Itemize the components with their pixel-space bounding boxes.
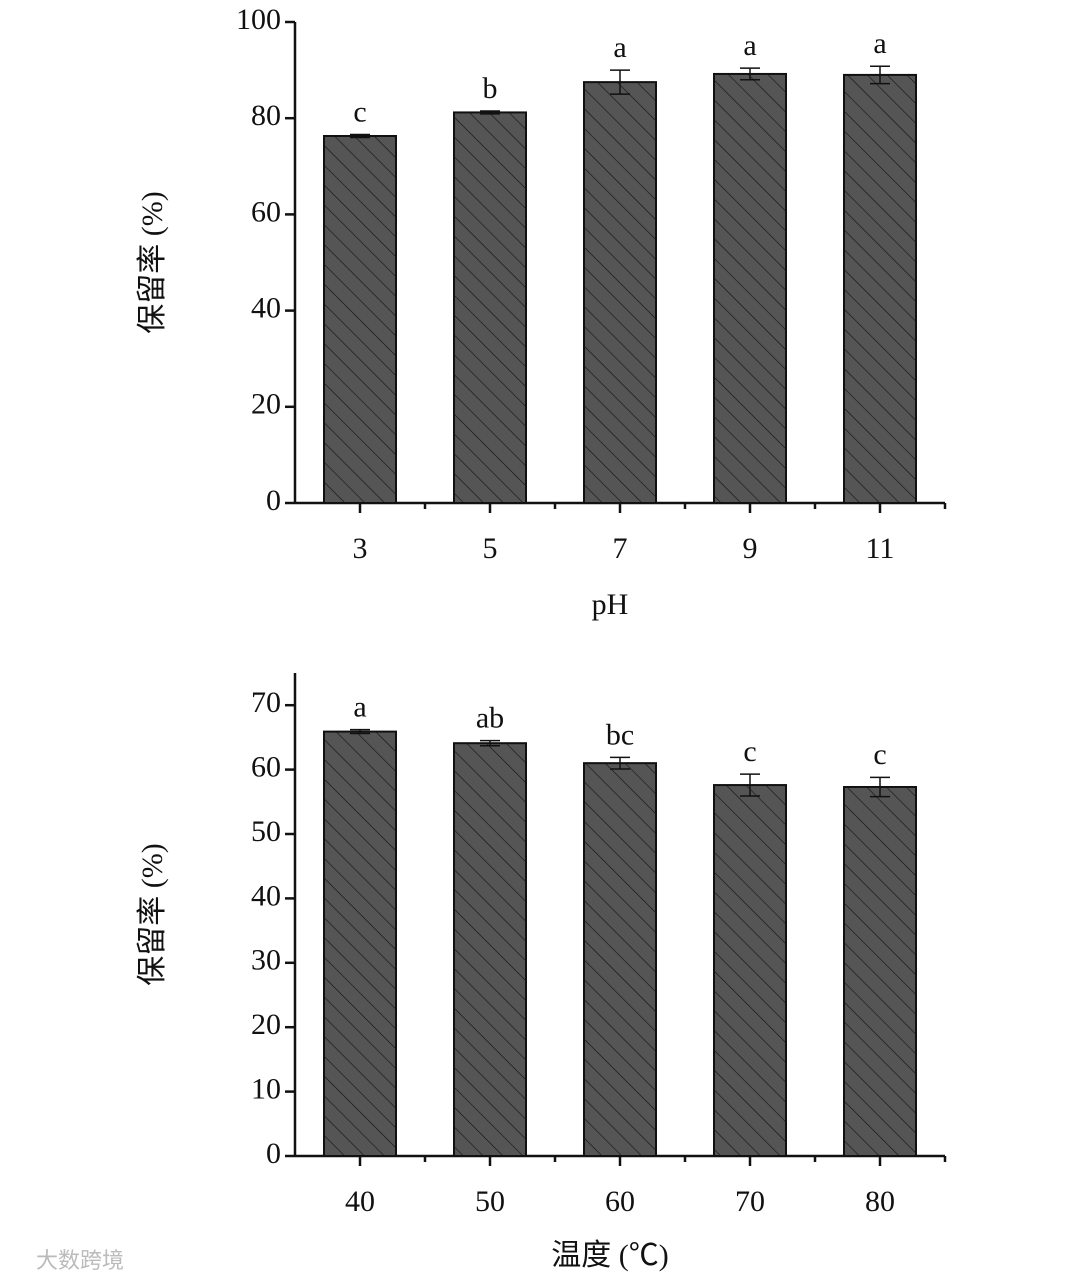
y-tick-label: 0 bbox=[266, 1137, 281, 1170]
bar-hatch bbox=[583, 81, 657, 504]
data-label: a bbox=[873, 27, 886, 60]
data-label: bc bbox=[606, 718, 634, 751]
y-tick-label: 100 bbox=[236, 3, 281, 36]
x-tick-label: 11 bbox=[866, 532, 895, 565]
bar-hatch bbox=[713, 784, 787, 1158]
data-label: a bbox=[353, 691, 366, 724]
bar-hatch bbox=[323, 134, 397, 504]
bar-hatch bbox=[323, 730, 397, 1157]
y-tick-label: 50 bbox=[251, 815, 281, 848]
x-tick-label: 3 bbox=[353, 532, 368, 565]
y-tick-label: 10 bbox=[251, 1072, 281, 1105]
y-tick-label: 80 bbox=[251, 99, 281, 132]
x-tick-label: 60 bbox=[605, 1185, 635, 1218]
x-tick-label: 5 bbox=[483, 532, 498, 565]
x-axis-label: 温度 (℃) bbox=[551, 1239, 668, 1272]
data-label: b bbox=[483, 72, 498, 105]
y-tick-label: 40 bbox=[251, 879, 281, 912]
bar-hatch bbox=[453, 111, 527, 504]
data-label: ab bbox=[476, 702, 504, 735]
y-tick-label: 0 bbox=[266, 484, 281, 517]
bar-hatch bbox=[843, 73, 917, 504]
data-label: a bbox=[743, 29, 756, 62]
y-tick-label: 20 bbox=[251, 388, 281, 421]
data-label: c bbox=[743, 735, 756, 768]
watermark: 大数跨境 bbox=[36, 1249, 124, 1274]
x-tick-label: 40 bbox=[345, 1185, 375, 1218]
bar-hatch bbox=[453, 742, 527, 1157]
data-label: c bbox=[873, 738, 886, 771]
bar-hatch bbox=[583, 762, 657, 1157]
bar-hatch bbox=[713, 72, 787, 504]
x-axis-label: pH bbox=[592, 588, 629, 621]
y-axis-label: 保留率 (%) bbox=[136, 191, 169, 333]
y-tick-label: 30 bbox=[251, 944, 281, 977]
x-tick-label: 80 bbox=[865, 1185, 895, 1218]
data-label: a bbox=[613, 31, 626, 64]
x-tick-label: 9 bbox=[743, 532, 758, 565]
y-tick-label: 40 bbox=[251, 291, 281, 324]
y-tick-label: 70 bbox=[251, 686, 281, 719]
x-tick-label: 50 bbox=[475, 1185, 505, 1218]
x-tick-label: 70 bbox=[735, 1185, 765, 1218]
data-label: c bbox=[353, 95, 366, 128]
y-axis-label: 保留率 (%) bbox=[136, 843, 169, 985]
y-tick-label: 20 bbox=[251, 1008, 281, 1041]
bar-hatch bbox=[843, 785, 917, 1157]
x-tick-label: 7 bbox=[613, 532, 628, 565]
y-tick-label: 60 bbox=[251, 750, 281, 783]
y-tick-label: 60 bbox=[251, 195, 281, 228]
